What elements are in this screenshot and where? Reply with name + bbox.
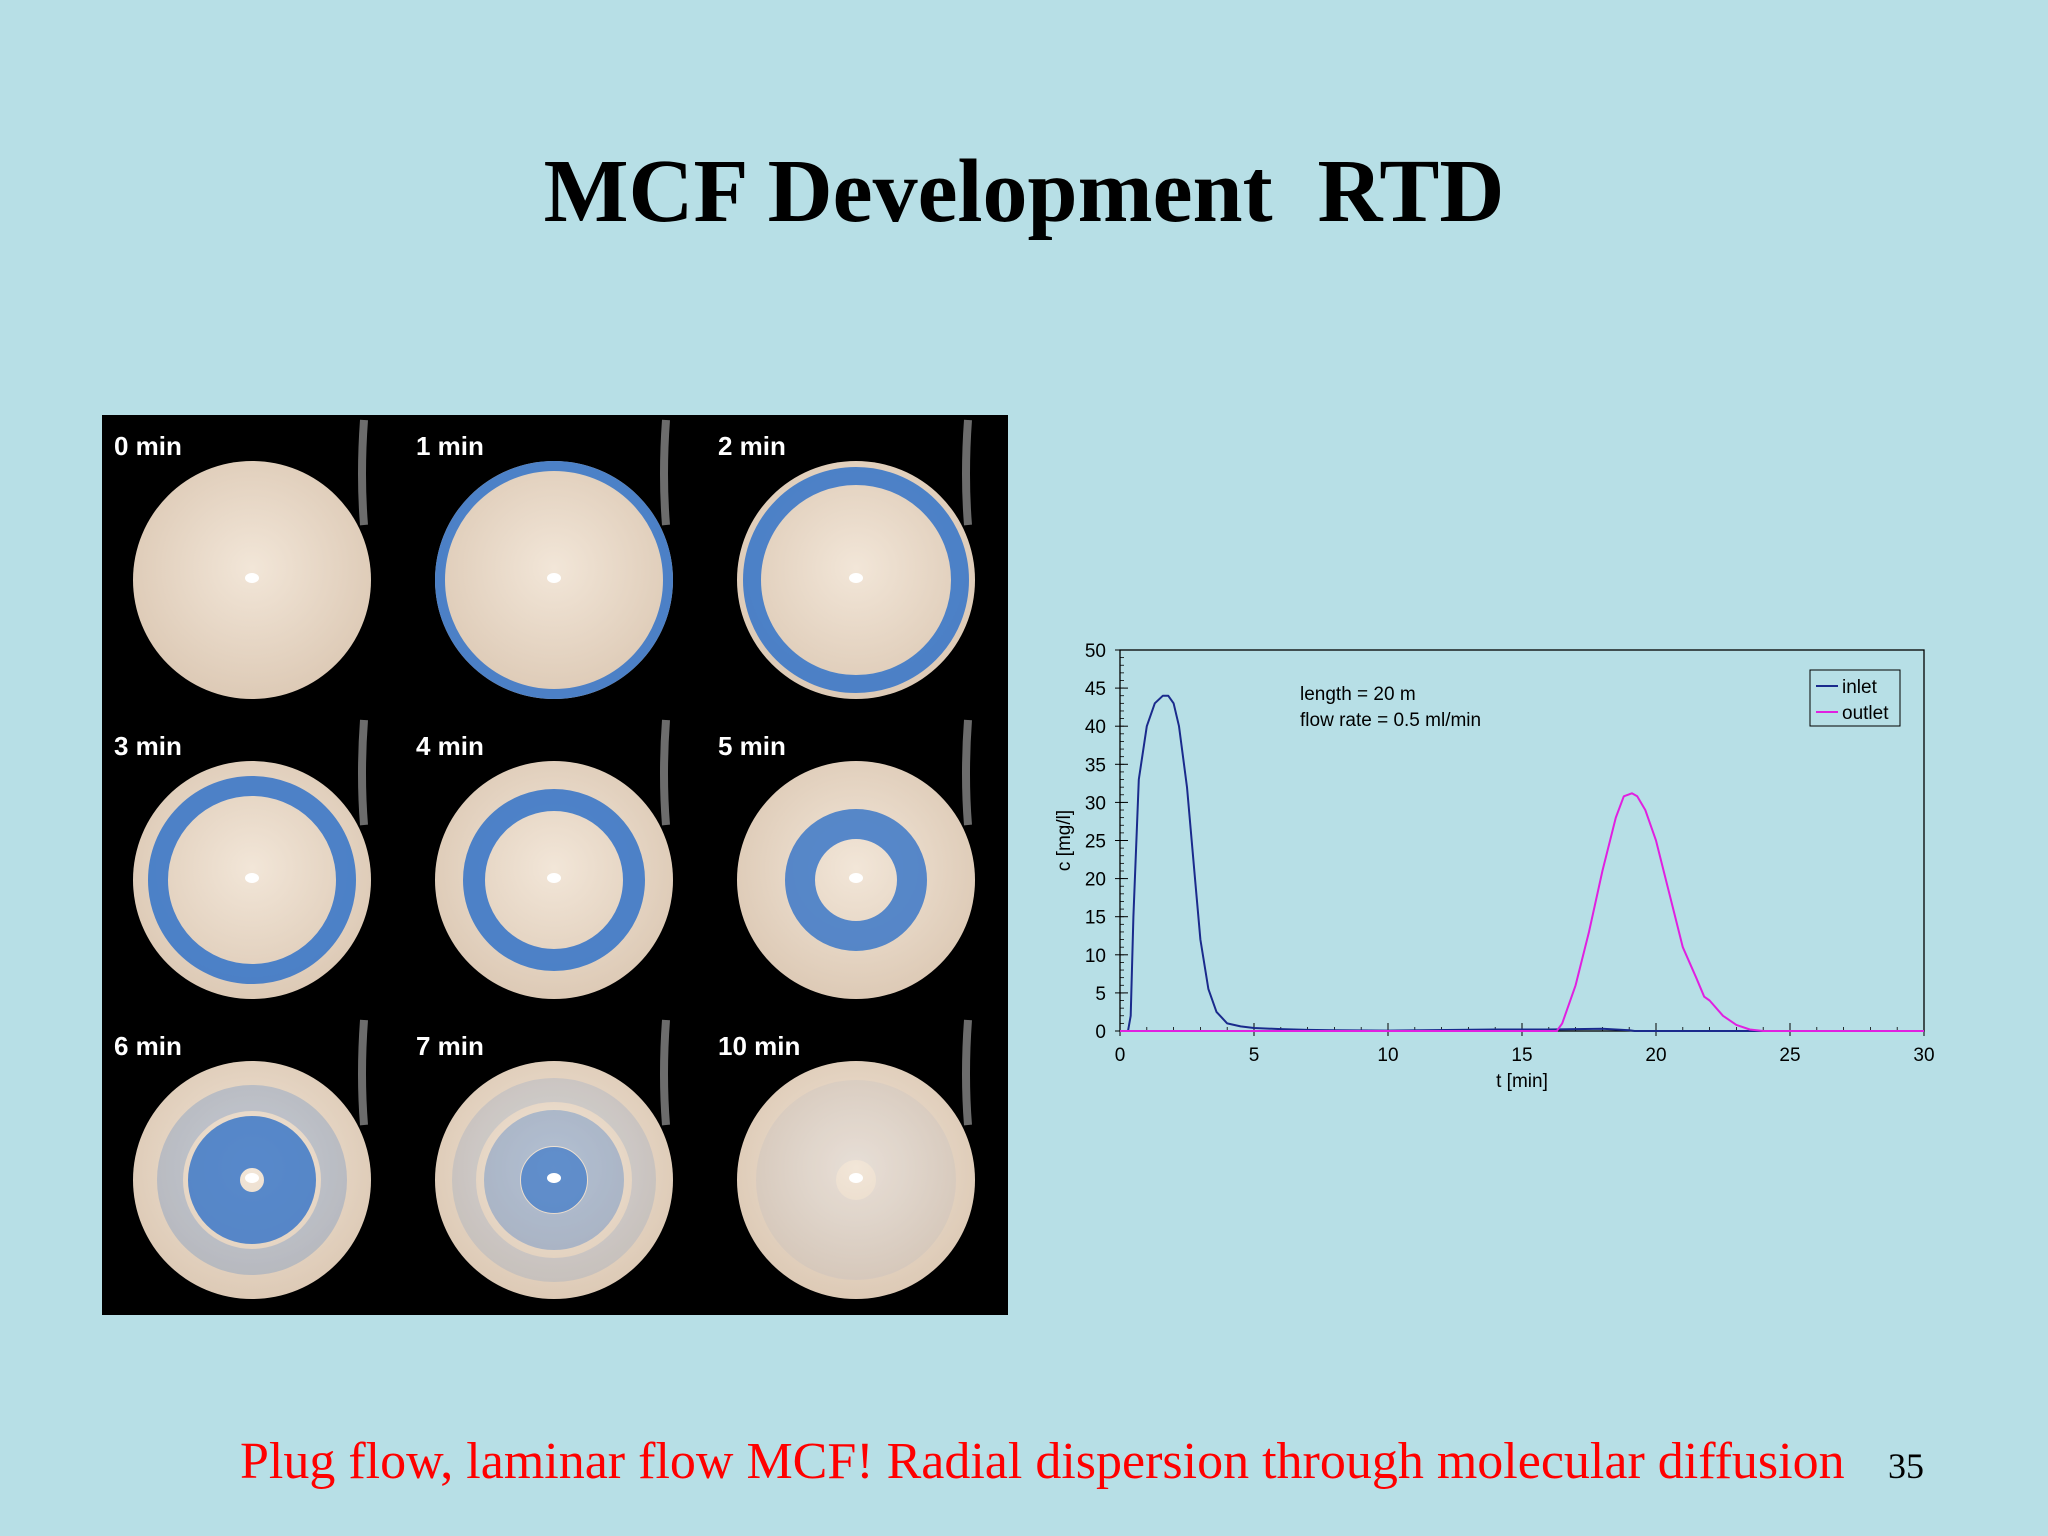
legend-label: inlet: [1842, 677, 1878, 698]
injection-point: [547, 873, 561, 883]
injection-point: [245, 873, 259, 883]
slide-caption: Plug flow, laminar flow MCF! Radial disp…: [240, 1433, 1845, 1490]
legend-label: outlet: [1842, 703, 1889, 724]
photo-grid-canvas: 0 min 1 min 2 min 3 min 4 min 5 min 6 min 7 min…: [114, 419, 975, 1299]
photo-panel: 10 min: [718, 1019, 975, 1299]
y-tick-label: 10: [1085, 946, 1106, 967]
y-tick-label: 15: [1085, 908, 1106, 929]
photo-panel-label: 10 min: [718, 1031, 800, 1061]
series-line-inlet: [1120, 694, 1924, 1032]
plot-frame: [1119, 649, 1925, 1032]
photo-panel: 6 min: [114, 1019, 371, 1299]
dye-ring: [521, 1147, 587, 1213]
syringe-tube-icon: [962, 719, 972, 826]
dye-ring: [484, 1110, 624, 1250]
x-tick-label: 30: [1913, 1045, 1934, 1066]
dye-ring: [452, 1078, 656, 1282]
dye-ring: [756, 1080, 956, 1280]
photo-panel: 5 min: [718, 719, 975, 999]
photo-panel-label: 5 min: [718, 731, 786, 761]
chart-annotation: flow rate = 0.5 ml/min: [1300, 710, 1481, 731]
injection-point: [849, 1173, 863, 1183]
x-tick-label: 10: [1377, 1045, 1398, 1066]
y-tick-label: 20: [1085, 870, 1106, 891]
y-tick-label: 25: [1085, 832, 1106, 853]
photo-panel: 0 min: [114, 419, 371, 699]
photo-panel-label: 4 min: [416, 731, 484, 761]
y-tick-label: 0: [1095, 1022, 1106, 1043]
syringe-tube-icon: [358, 1019, 368, 1126]
y-tick-label: 30: [1085, 793, 1106, 814]
syringe-tube-icon: [660, 719, 670, 826]
photo-panel: 1 min: [416, 419, 673, 699]
injection-point: [245, 1173, 259, 1183]
page-number: 35: [1888, 1446, 1924, 1486]
dye-ring: [743, 467, 969, 693]
photo-panel-label: 7 min: [416, 1031, 484, 1061]
photo-panel: 4 min: [416, 719, 673, 999]
y-tick-label: 5: [1095, 984, 1106, 1005]
photo-panel-label: 1 min: [416, 431, 484, 461]
photo-panel-label: 6 min: [114, 1031, 182, 1061]
injection-point: [849, 873, 863, 883]
dye-ring: [463, 789, 645, 971]
photo-panel: 7 min: [416, 1019, 673, 1299]
series-line-outlet: [1120, 792, 1924, 1032]
y-tick-label: 50: [1085, 641, 1106, 662]
injection-point: [245, 573, 259, 583]
y-tick-label: 45: [1085, 679, 1106, 700]
dye-ring: [188, 1116, 316, 1244]
legend-box: [1809, 669, 1901, 727]
x-tick-label: 5: [1249, 1045, 1260, 1066]
syringe-tube-icon: [358, 419, 368, 526]
photo-panel-label: 2 min: [718, 431, 786, 461]
syringe-tube-icon: [962, 419, 972, 526]
injection-point: [547, 573, 561, 583]
syringe-tube-icon: [660, 419, 670, 526]
slide-title: MCF Development RTD: [543, 142, 1505, 241]
dye-diffusion-photo-grid: 0 min 1 min 2 min 3 min 4 min 5 min 6 min 7 min…: [102, 415, 1008, 1315]
photo-panel-label: 0 min: [114, 431, 182, 461]
syringe-tube-icon: [962, 1019, 972, 1126]
x-tick-label: 25: [1779, 1045, 1800, 1066]
syringe-tube-icon: [358, 719, 368, 826]
y-tick-label: 40: [1085, 717, 1106, 738]
injection-point: [849, 573, 863, 583]
y-axis-label: c [mg/l]: [1054, 810, 1075, 871]
y-tick-label: 35: [1085, 755, 1106, 776]
chart-annotation: length = 20 m: [1300, 684, 1416, 705]
photo-panel: 3 min: [114, 719, 371, 999]
injection-point: [547, 1173, 561, 1183]
x-axis-label: t [min]: [1496, 1071, 1548, 1092]
dye-ring: [435, 461, 673, 699]
dye-ring: [785, 809, 927, 951]
dye-ring: [157, 1085, 347, 1275]
photo-panel-label: 3 min: [114, 731, 182, 761]
x-tick-label: 20: [1645, 1045, 1666, 1066]
x-tick-label: 15: [1511, 1045, 1532, 1066]
x-tick-label: 0: [1115, 1045, 1126, 1066]
dye-ring: [148, 776, 356, 984]
photo-panel: 2 min: [718, 419, 975, 699]
syringe-tube-icon: [660, 1019, 670, 1126]
rtd-chart: 0 5 10 15 20 25 30 35 40 45 50 0 5 10 15 20 25 30 t [min] c…: [1040, 630, 1940, 1115]
rtd-chart-svg: 0 5 10 15 20 25 30 35 40 45 50 0 5 10 15 20 25 30 t [min] c…: [1054, 641, 1935, 1092]
